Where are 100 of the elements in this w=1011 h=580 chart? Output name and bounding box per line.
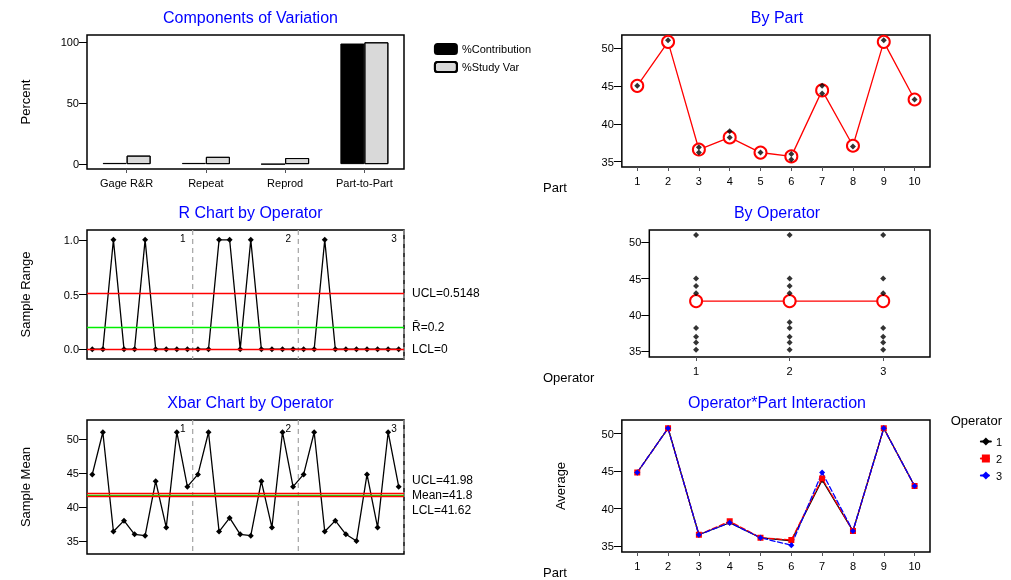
legend-label: 1 [995,435,1003,448]
annotation: 3 [391,232,398,244]
point [268,524,275,531]
point [120,517,127,524]
x-tick-label: 3 [695,559,702,572]
x-tick-label: 9 [880,559,887,572]
x-tick-label: 1 [634,174,641,187]
point [395,483,402,490]
point [194,471,201,478]
point [110,528,117,535]
x-tick-label: 6 [788,174,795,187]
x-tick-label: 3 [695,174,702,187]
ref-line-label: R̄=0.2 [412,320,445,335]
ref-line-label: UCL=41.98 [412,472,474,487]
point [99,429,106,436]
y-tick-label: 35 [629,345,642,358]
point [131,531,138,538]
point [385,429,392,436]
x-tick-label: 5 [757,174,764,187]
ref-line-label: LCL=41.62 [412,503,472,518]
y-tick-label: 45 [66,467,79,480]
y-tick-label: 50 [66,433,79,446]
y-tick-label: 0.5 [63,288,79,301]
y-tick-label: 0.0 [63,343,79,356]
chart-title: Operator*Part Interaction [688,393,866,411]
point [184,483,191,490]
x-tick-label: 8 [849,559,857,572]
legend-label: 2 [995,452,1003,465]
chart-title: By Part [750,8,804,26]
chart-title: Xbar Chart by Operator [167,393,335,411]
x-tick-label: 6 [788,559,795,572]
y-tick-label: 50 [629,236,642,249]
annotation: 1 [179,422,186,434]
y-axis-title: Sample Mean [18,446,33,528]
y-tick-label: 50 [601,41,614,54]
x-tick-label: 2 [786,364,793,377]
y-tick-label: 100 [60,36,79,49]
x-axis-title: Operator [542,370,595,385]
y-tick-label: 35 [601,540,614,552]
x-tick-label: 2 [665,559,672,572]
y-tick-label: 45 [601,465,614,477]
y-axis-title: Percent [18,79,33,125]
annotation: 2 [285,422,292,434]
annotation: 3 [391,422,398,434]
point [216,528,223,535]
point [300,471,307,478]
point [311,429,318,436]
y-axis-title: Sample Range [18,251,33,338]
x-tick-label: 9 [880,174,887,187]
legend-label: %Study Var [461,61,520,73]
point [226,514,233,521]
x-tick-label: 1 [693,364,700,377]
y-tick-label: 40 [66,501,79,514]
legend-label: %Contribution [461,43,531,55]
y-tick-label: 40 [601,117,614,130]
point [247,532,254,539]
point [290,483,297,490]
point [205,429,212,436]
x-tick-label: 3 [880,364,887,377]
legend-title: Operator [950,413,1003,428]
point [321,528,328,535]
point [364,471,371,478]
x-tick-label: Reprod [267,176,304,189]
point [163,524,170,531]
y-tick-label: 40 [629,308,642,321]
x-tick-label: 7 [819,174,826,187]
point [142,532,149,539]
x-tick-label: 1 [634,559,641,572]
point [788,542,795,549]
point [279,429,286,436]
ref-line-label: UCL=0.5148 [412,286,481,301]
point [819,469,826,476]
y-tick-label: 50 [66,97,79,110]
y-tick-label: 40 [601,502,614,515]
x-tick-label: 7 [819,559,826,572]
y-tick-label: 35 [601,155,614,168]
x-tick-label: 10 [908,174,921,187]
annotation: 2 [285,232,292,244]
x-tick-label: 10 [908,559,921,572]
ref-line-label: LCL=0 [412,342,449,357]
x-tick-label: Repeat [188,176,224,189]
annotation: 1 [179,232,186,244]
point [374,524,381,531]
x-axis-title: Part [543,565,568,580]
point [152,478,159,485]
y-tick-label: 45 [629,272,642,285]
point [89,471,96,478]
point [258,478,265,485]
point [342,531,349,538]
point [237,531,244,538]
y-tick-label: 1.0 [63,233,79,246]
y-tick-label: 45 [601,79,614,92]
x-tick-label: Part-to-Part [335,176,393,189]
legend-label: 3 [995,469,1003,482]
x-tick-label: 5 [757,559,764,572]
ref-line-label: Mean=41.8 [412,487,473,502]
chart-title: Components of Variation [163,8,338,26]
x-tick-label: 8 [849,174,857,187]
point [173,429,180,436]
chart-title: By Operator [733,203,821,221]
